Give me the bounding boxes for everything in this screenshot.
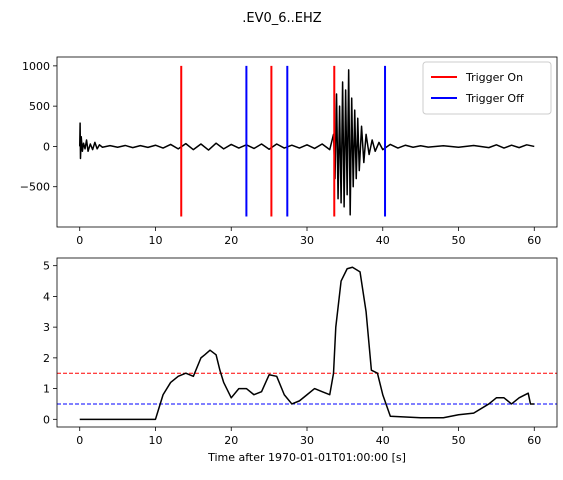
figure-title: .EV0_6..EHZ — [242, 11, 322, 26]
x-tick-label: 50 — [452, 234, 466, 247]
trace — [78, 69, 535, 216]
x-tick-label: 30 — [300, 234, 314, 247]
y-tick-label: −500 — [20, 181, 50, 194]
y-tick-label: 0 — [43, 413, 50, 426]
x-axis-label: Time after 1970-01-01T01:00:00 [s] — [207, 451, 406, 464]
x-tick-label: 60 — [527, 434, 541, 447]
y-tick-label: 1 — [43, 383, 50, 396]
y-tick-label: 4 — [43, 290, 50, 303]
x-tick-label: 10 — [148, 434, 162, 447]
x-tick-label: 60 — [527, 234, 541, 247]
x-tick-label: 50 — [452, 434, 466, 447]
y-tick-label: 1000 — [22, 60, 50, 73]
x-tick-label: 10 — [148, 234, 162, 247]
trace — [79, 266, 535, 421]
x-tick-label: 20 — [224, 434, 238, 447]
y-tick-label: 5 — [43, 260, 50, 273]
axes-frame — [56, 257, 558, 428]
x-tick-label: 40 — [376, 434, 390, 447]
legend-label: Trigger Off — [465, 92, 524, 105]
y-tick-label: 2 — [43, 352, 50, 365]
y-tick-label: 500 — [29, 100, 50, 113]
x-tick-label: 0 — [76, 434, 83, 447]
x-tick-label: 20 — [224, 234, 238, 247]
x-tick-label: 30 — [300, 434, 314, 447]
x-tick-label: 40 — [376, 234, 390, 247]
y-tick-label: 3 — [43, 321, 50, 334]
x-tick-label: 0 — [76, 234, 83, 247]
legend-box — [422, 61, 552, 115]
legend-label: Trigger On — [465, 71, 523, 84]
y-tick-label: 0 — [43, 140, 50, 153]
